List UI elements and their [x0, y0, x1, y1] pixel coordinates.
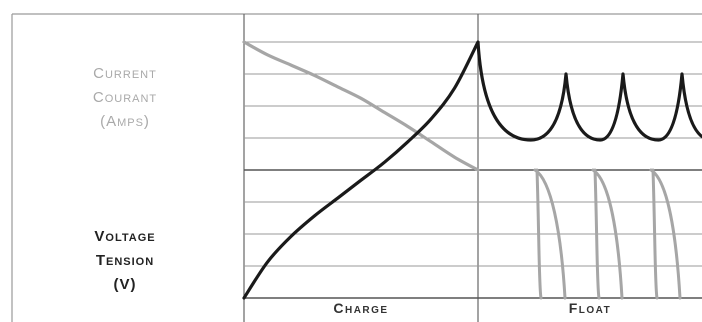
- current-axis-label: Current Courant (Amps): [12, 62, 238, 134]
- current-label-fr: Courant: [92, 89, 158, 106]
- voltage-label-en: Voltage: [94, 228, 156, 245]
- phase-label-charge: Charge: [333, 300, 389, 316]
- voltage-axis-label: Voltage Tension (V): [12, 225, 238, 297]
- chart-frame: [11, 13, 702, 322]
- current-label-unit: (Amps): [100, 113, 150, 130]
- voltage-curve-float: [476, 41, 702, 142]
- chart-grid: [244, 41, 702, 267]
- phase-label-float: Float: [568, 300, 612, 316]
- voltage-curve-charge: [242, 40, 480, 300]
- current-pulse-float-2: [591, 168, 624, 300]
- current-curve-charge: [242, 40, 480, 172]
- current-pulse-float-1: [533, 168, 567, 300]
- chart-curves: [242, 40, 702, 300]
- voltage-label-unit: (V): [113, 276, 137, 293]
- current-label-en: Current: [93, 65, 157, 82]
- current-pulse-float-3: [649, 168, 682, 300]
- voltage-label-fr: Tension: [95, 252, 155, 269]
